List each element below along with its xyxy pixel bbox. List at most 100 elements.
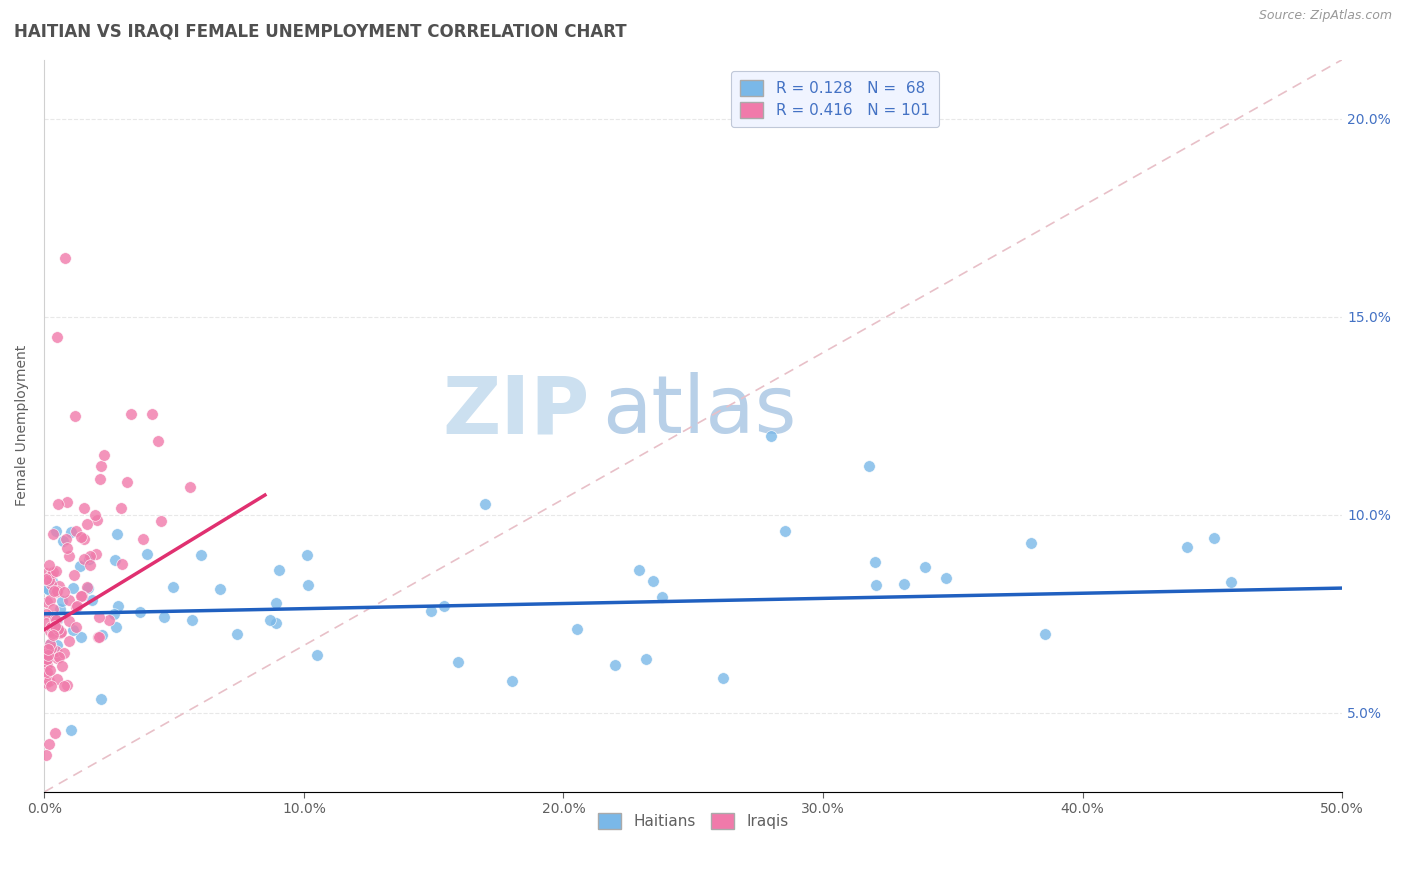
Point — [35, 607, 58, 621]
Point — [35, 651, 58, 665]
Point — [46, 613, 69, 627]
Point — [56, 495, 79, 509]
Point — [110, 501, 132, 516]
Point — [72, 589, 94, 603]
Point — [132, 532, 155, 546]
Point — [35, 658, 58, 673]
Point — [79, 549, 101, 563]
Point — [162, 580, 184, 594]
Point — [104, 552, 127, 566]
Point — [41, 620, 63, 634]
Point — [267, 563, 290, 577]
Point — [87, 610, 110, 624]
Point — [91, 628, 114, 642]
Point — [35, 566, 58, 580]
Point — [52, 679, 75, 693]
Point — [35, 658, 58, 673]
Point — [711, 672, 734, 686]
Point — [87, 631, 110, 645]
Point — [48, 623, 70, 637]
Point — [41, 640, 63, 655]
Text: ZIP: ZIP — [441, 372, 589, 450]
Point — [73, 500, 96, 515]
Point — [135, 547, 157, 561]
Point — [39, 577, 62, 591]
Point — [49, 626, 72, 640]
Point — [447, 655, 470, 669]
Point — [433, 599, 456, 613]
Point — [474, 497, 496, 511]
Point — [863, 555, 886, 569]
Point — [87, 630, 110, 644]
Point — [89, 691, 111, 706]
Point — [89, 472, 111, 486]
Point — [42, 584, 65, 599]
Point — [1175, 540, 1198, 554]
Point — [38, 582, 60, 597]
Point — [53, 251, 76, 265]
Point — [103, 607, 125, 622]
Point — [58, 634, 80, 648]
Point — [1019, 535, 1042, 549]
Point — [37, 582, 59, 596]
Point — [153, 609, 176, 624]
Point — [52, 646, 75, 660]
Point — [208, 582, 231, 596]
Point — [181, 614, 204, 628]
Point — [41, 628, 63, 642]
Point — [65, 600, 87, 615]
Point — [46, 329, 69, 343]
Point — [179, 480, 201, 494]
Point — [46, 672, 69, 686]
Point — [190, 548, 212, 562]
Point — [605, 658, 627, 673]
Point — [39, 624, 62, 639]
Point — [150, 514, 173, 528]
Point — [858, 459, 880, 474]
Point — [42, 602, 65, 616]
Point — [35, 572, 58, 586]
Point — [79, 551, 101, 566]
Point — [58, 592, 80, 607]
Point — [42, 623, 65, 637]
Point — [46, 497, 69, 511]
Point — [90, 458, 112, 473]
Point — [42, 610, 65, 624]
Point — [35, 665, 58, 679]
Point — [63, 568, 86, 582]
Point — [44, 725, 66, 739]
Point — [70, 589, 93, 603]
Point — [51, 659, 73, 673]
Point — [42, 565, 65, 579]
Point — [264, 596, 287, 610]
Point — [49, 624, 72, 639]
Point — [56, 678, 79, 692]
Point — [104, 620, 127, 634]
Point — [627, 563, 650, 577]
Point — [1035, 627, 1057, 641]
Point — [46, 622, 69, 636]
Point — [39, 592, 62, 607]
Point — [38, 573, 60, 587]
Point — [65, 409, 87, 423]
Point — [1202, 531, 1225, 545]
Point — [38, 637, 60, 651]
Point — [86, 513, 108, 527]
Point — [44, 612, 66, 626]
Point — [51, 594, 73, 608]
Point — [34, 675, 56, 690]
Point — [72, 532, 94, 546]
Point — [98, 613, 121, 627]
Point — [37, 641, 59, 656]
Point — [58, 549, 80, 563]
Point — [76, 580, 98, 594]
Point — [34, 667, 56, 681]
Point — [80, 593, 103, 607]
Point — [79, 558, 101, 573]
Point — [893, 576, 915, 591]
Point — [38, 738, 60, 752]
Point — [297, 577, 319, 591]
Point — [65, 620, 87, 634]
Point — [41, 527, 63, 541]
Point — [295, 548, 318, 562]
